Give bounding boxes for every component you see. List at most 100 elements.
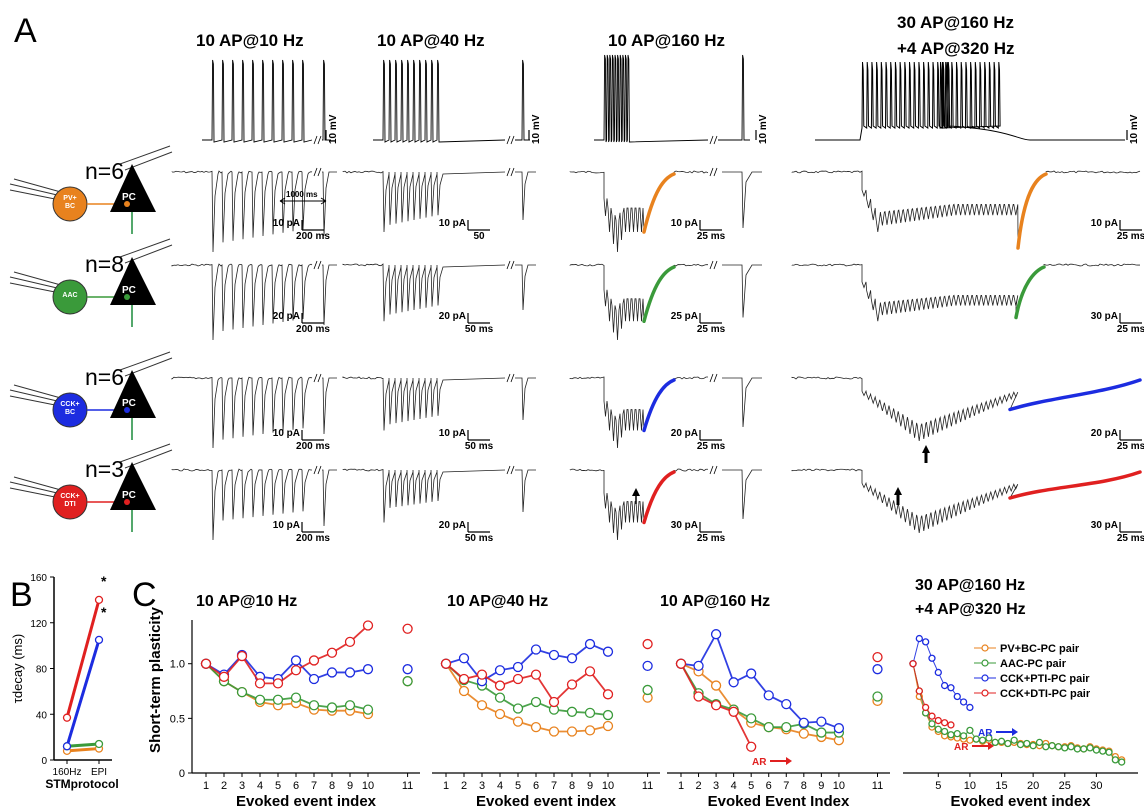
panel-c-point	[290, 655, 302, 666]
panel-c-series-line	[680, 663, 839, 734]
scale-time-label: 50 ms	[464, 533, 494, 544]
panel-c-point	[1067, 743, 1075, 751]
panel-c-point	[947, 684, 955, 692]
panel-c-series-line	[445, 663, 609, 704]
decay-fit-160hz-row1	[642, 265, 676, 323]
panel-c-point	[921, 703, 930, 712]
panel-b-point	[94, 595, 104, 605]
panel-c-point	[476, 700, 488, 711]
panel-c-point	[934, 668, 942, 677]
scale-amplitude-label: 10 pA	[272, 428, 300, 439]
panel-c-point	[1054, 743, 1063, 751]
scale-bar	[467, 220, 490, 231]
cell-type-label-row3: DTI	[64, 501, 76, 508]
trace-tail	[1043, 263, 1141, 267]
panel-c-point	[254, 678, 266, 689]
pc-label-row3: PC	[122, 490, 136, 501]
ipsc-trace-160hz-row3	[569, 468, 645, 541]
scale-amplitude-label: 10 pA	[670, 218, 698, 229]
voltage-scale-label: 10 mV	[1129, 114, 1140, 144]
column-title-160hz: 10 AP@160 Hz	[608, 31, 726, 50]
cell-type-label-row2: CCK+	[60, 401, 80, 408]
panel-c-title-combined-line1: 30 AP@160 Hz	[915, 577, 1025, 594]
ar-arrow-combined-blue-head	[1012, 728, 1018, 736]
panel-c-plot-2: 1 2 3 4 5 6 7 8 9 10 11 Evoked Event Index	[667, 629, 890, 809]
panel-c-x-tick-label: 8	[329, 780, 335, 792]
panel-b-point	[94, 739, 104, 749]
legend-marker	[981, 689, 989, 697]
scale-time-label: 25 ms	[696, 533, 726, 544]
panel-c-point	[344, 700, 356, 711]
panel-c-point	[602, 689, 614, 700]
panel-c-y-tick-label: 0	[179, 768, 185, 780]
axis-break	[709, 373, 718, 383]
panel-c-point	[1061, 744, 1069, 752]
ipsc-trace-10hz-row0	[171, 170, 313, 253]
panel-c-point	[494, 680, 506, 691]
panel-c-x-tick-label: 5	[935, 780, 941, 792]
panel-c-point	[872, 652, 883, 663]
decay-fit-160hz-row0	[642, 172, 676, 234]
panel-c-x-tick-label: 30	[1090, 780, 1102, 792]
panel-c-point	[530, 721, 542, 733]
panel-c-point	[548, 649, 560, 661]
scale-amplitude-label: 10 pA	[438, 218, 466, 229]
n-label-row3: n=3	[85, 456, 125, 482]
panel-c-x-tick-label: 2	[221, 780, 227, 792]
panel-c-title-40hz: 10 AP@40 Hz	[447, 593, 548, 610]
trace-tail	[1045, 170, 1141, 174]
scale-bar	[467, 430, 490, 441]
panel-c-x-tick-label: 1	[443, 780, 449, 792]
scale-time-label: 50	[473, 231, 485, 242]
trace-tail	[673, 263, 709, 267]
axis-break	[709, 135, 718, 145]
legend-entry: CCK+PTI-PC pair	[1000, 673, 1090, 685]
panel-c-point	[362, 620, 374, 631]
recovery-ipsc	[515, 377, 536, 421]
panel-b-x-label: STMprotocol	[45, 777, 118, 791]
panel-c-point	[798, 717, 809, 728]
panel-c-title-10hz: 10 AP@10 Hz	[196, 593, 297, 610]
panel-c-point	[584, 666, 596, 677]
synapse	[124, 499, 130, 505]
pc-label-row2: PC	[122, 398, 136, 409]
ipsc-trace-combined-row3	[791, 468, 1019, 534]
legend-entry: CCK+DTI-PC pair	[1000, 688, 1091, 700]
scale-time-label: 25 ms	[1116, 324, 1144, 335]
recovery-ipsc	[322, 377, 337, 435]
panel-c-x-tick-label: 3	[239, 780, 245, 792]
ipsc-trace-combined-row2	[791, 376, 1019, 442]
panel-c-point	[915, 634, 923, 643]
n-label-row0: n=6	[85, 158, 125, 184]
panel-c-point	[934, 725, 942, 733]
panel-b-series-line	[65, 599, 101, 719]
panel-b-x-tick-label: EPI	[91, 767, 107, 778]
panel-b-y-tick-label: 160	[30, 573, 47, 584]
scale-amplitude-label: 10 pA	[272, 520, 300, 531]
panel-c-x-tick-label: 11	[872, 780, 883, 792]
pc-label-row1: PC	[122, 285, 136, 296]
panel-c-point	[1035, 738, 1044, 747]
panel-c-x-tick-label: 1	[203, 780, 209, 792]
panel-c-point	[928, 654, 936, 662]
panel-c-point	[1073, 745, 1082, 753]
panel-c-point	[344, 636, 356, 648]
panel-b-y-tick-label: 0	[41, 756, 47, 767]
axis-break	[313, 260, 322, 270]
voltage-scale-label: 10 mV	[758, 114, 769, 144]
panel-b-point	[62, 742, 72, 751]
scale-time-label: 25 ms	[1116, 231, 1144, 242]
panel-c-point	[728, 706, 739, 717]
trace-tail	[673, 376, 709, 380]
panel-c-point	[953, 730, 961, 738]
scale-amplitude-label: 20 pA	[438, 520, 466, 531]
panel-b-series-line	[65, 639, 101, 747]
ar-arrow-combined-blue-label: AR	[978, 728, 993, 739]
panel-c-point	[548, 726, 560, 737]
panel-c-point	[642, 660, 653, 672]
panel-c-x-tick-label: 4	[257, 780, 263, 792]
panel-c-point	[1004, 739, 1012, 748]
pyramidal-cell	[110, 462, 156, 510]
panel-c-point	[675, 658, 687, 669]
panel-c-point	[1118, 758, 1126, 766]
